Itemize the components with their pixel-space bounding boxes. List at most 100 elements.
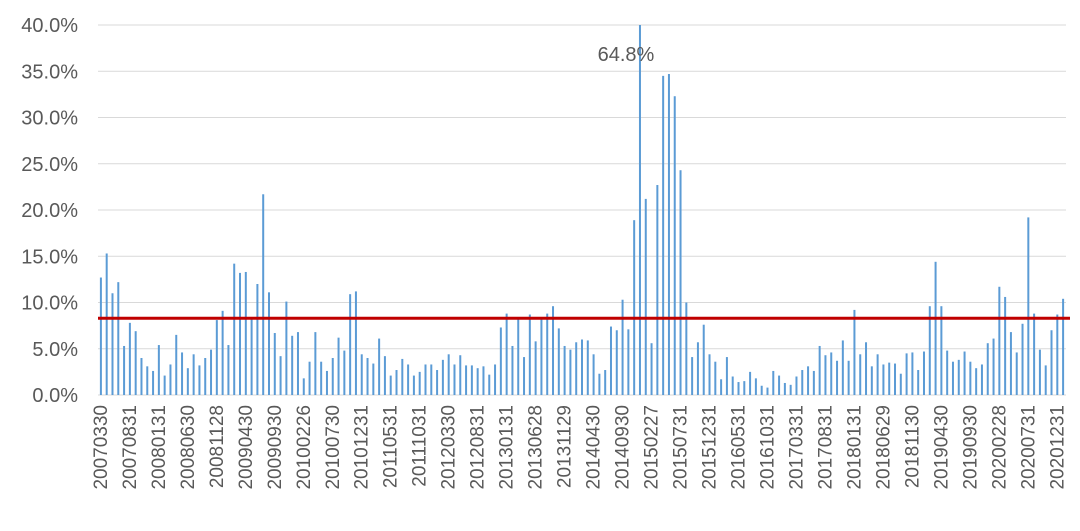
bar <box>430 364 433 395</box>
bar <box>766 387 769 395</box>
data-label: 64.8% <box>598 44 655 66</box>
bar <box>401 358 404 395</box>
x-tick-label: 20161031 <box>757 405 778 490</box>
bar <box>615 330 618 395</box>
y-tick-label: 20.0% <box>21 200 78 222</box>
bar <box>349 294 352 395</box>
bar <box>789 384 792 395</box>
bar <box>128 322 131 395</box>
bar <box>592 354 595 395</box>
x-tick-label: 20080630 <box>178 405 199 490</box>
y-tick-label: 15.0% <box>21 246 78 268</box>
bar <box>1033 313 1036 395</box>
x-tick-label: 20131129 <box>555 405 576 488</box>
bar <box>1062 298 1065 395</box>
bar <box>894 363 897 395</box>
x-tick-label: 20160531 <box>729 405 750 490</box>
bar <box>337 337 340 395</box>
bar <box>638 25 641 396</box>
bar <box>233 263 236 395</box>
bar <box>830 352 833 395</box>
x-tick-label: 20070831 <box>120 405 141 490</box>
bar <box>940 306 943 395</box>
bar <box>221 310 224 395</box>
bar <box>714 361 717 395</box>
bar <box>250 317 253 395</box>
bar <box>146 366 149 395</box>
bar <box>331 358 334 395</box>
bar <box>888 362 891 395</box>
bar <box>325 370 328 395</box>
bar <box>117 282 120 395</box>
bar <box>801 370 804 395</box>
bar <box>111 293 114 395</box>
bar <box>737 382 740 395</box>
bar <box>720 379 723 395</box>
x-tick-label: 20150227 <box>642 405 663 490</box>
bar <box>772 370 775 395</box>
bar <box>181 352 184 395</box>
bar <box>557 328 560 395</box>
bar <box>552 306 555 395</box>
x-tick-label: 20190430 <box>931 405 952 490</box>
bar <box>911 352 914 395</box>
x-tick-label: 20200731 <box>1018 405 1039 490</box>
bar <box>465 365 468 395</box>
bar <box>123 345 126 395</box>
bar <box>934 261 937 395</box>
bar <box>859 354 862 395</box>
bar <box>986 343 989 395</box>
x-tick-label: 20090930 <box>265 405 286 490</box>
bar <box>969 361 972 395</box>
bar <box>899 373 902 395</box>
bar <box>511 345 514 395</box>
bar <box>691 357 694 395</box>
y-tick-label: 35.0% <box>21 61 78 83</box>
x-tick-label: 20130628 <box>526 405 547 490</box>
bar <box>633 220 636 395</box>
x-tick-label: 20170831 <box>815 405 836 490</box>
x-tick-label: 20070330 <box>91 405 112 490</box>
bar <box>395 370 398 395</box>
bar <box>424 364 427 395</box>
bar <box>650 343 653 395</box>
bar <box>453 364 456 395</box>
bar <box>627 329 630 395</box>
bar <box>372 363 375 395</box>
x-tick-label: 20150731 <box>671 405 692 490</box>
bar <box>882 364 885 395</box>
bar <box>215 320 218 395</box>
bar <box>157 345 160 395</box>
bar <box>575 342 578 395</box>
x-tick-label: 20180629 <box>873 405 894 490</box>
bar <box>1021 323 1024 395</box>
bar <box>876 354 879 395</box>
bar <box>870 366 873 395</box>
bar <box>523 357 526 395</box>
bar <box>865 342 868 395</box>
bar <box>1038 349 1041 395</box>
bar <box>285 301 288 395</box>
bars <box>99 25 1065 396</box>
x-tick-label: 20120330 <box>439 405 460 490</box>
bar <box>227 345 230 395</box>
bar <box>992 338 995 395</box>
bar <box>1015 352 1018 395</box>
bar <box>441 359 444 395</box>
bar <box>198 365 201 395</box>
bar <box>343 350 346 395</box>
bar <box>308 361 311 395</box>
bar <box>99 277 102 395</box>
bar <box>760 385 763 395</box>
bar <box>1027 217 1030 395</box>
x-tick-label: 20201231 <box>1047 405 1068 490</box>
bar <box>482 366 485 395</box>
bar <box>1056 314 1059 395</box>
overlay: 20070330 20070831 20080131 20080630 20081128… <box>91 44 1070 490</box>
bar <box>505 313 508 395</box>
bar <box>836 360 839 395</box>
x-tick-label: 20140930 <box>613 405 634 490</box>
bar <box>302 378 305 395</box>
bar <box>702 324 705 395</box>
x-tick-label: 20081128 <box>207 405 228 488</box>
